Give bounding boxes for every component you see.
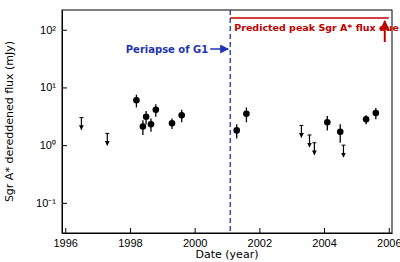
detection-point [337, 129, 344, 136]
annotation-texts: Periapse of G1 Predicted peak Sgr A* flux… [126, 22, 400, 55]
upper-limit-cap [79, 117, 83, 118]
x-tick: 1996 [53, 228, 77, 249]
y-axis-line [62, 11, 63, 234]
x-tick: 2006 [377, 228, 400, 249]
upper-limit-cap [299, 125, 303, 126]
detection-point [373, 110, 380, 117]
detection-point [153, 106, 160, 113]
detection-point [243, 110, 250, 117]
periapse-arrow [210, 48, 228, 50]
y-axis-title: Sgr A* dereddened flux (mJy) [3, 41, 16, 202]
detection-point [363, 116, 370, 123]
y-tick-mark [62, 145, 67, 146]
upper-limit [81, 118, 82, 130]
upper-limit [343, 145, 344, 157]
x-tick-label: 1996 [53, 237, 77, 249]
y-tick: 10² [40, 24, 67, 36]
plot-frame [62, 10, 392, 233]
detection-point [148, 121, 155, 128]
x-tick-label: 1998 [118, 237, 142, 249]
x-tick-label: 2004 [312, 237, 336, 249]
x-tick-mark [65, 228, 66, 233]
predicted-flux-line [230, 17, 389, 19]
detection-point [140, 123, 147, 130]
y-tick-mark [62, 203, 67, 204]
x-tick: 2002 [248, 228, 272, 249]
detection-point [233, 127, 240, 134]
predicted-flux-label: Predicted peak Sgr A* flux due to G1 [234, 22, 400, 33]
plot: 1996 1998 2000 2002 2004 2006 10⁻¹ 10⁰ 10¹ 10² Per… [36, 10, 400, 249]
chart: 1996 1998 2000 2002 2004 2006 10⁻¹ 10⁰ 10¹ 10² Per… [0, 0, 400, 262]
y-tick: 10⁰ [40, 139, 67, 151]
detection-point [324, 119, 331, 126]
y-tick-mark [62, 87, 67, 88]
x-tick-label: 2006 [377, 237, 400, 249]
y-axis: 10⁻¹ 10⁰ 10¹ 10² [36, 11, 67, 234]
marks [79, 10, 388, 233]
x-tick-mark [195, 228, 196, 233]
periapse-line [230, 10, 231, 233]
x-tick-mark [389, 228, 390, 233]
detection-point [143, 113, 150, 120]
x-axis-line [63, 233, 393, 234]
periapse-label: Periapse of G1 [126, 44, 209, 55]
x-axis: 1996 1998 2000 2002 2004 2006 [53, 228, 400, 249]
upper-limit [107, 133, 108, 145]
y-tick-label: 10¹ [40, 81, 56, 93]
y-tick: 10⁻¹ [36, 197, 67, 209]
x-tick-mark [130, 228, 131, 233]
x-tick: 2004 [312, 228, 336, 249]
series-0 [133, 95, 379, 143]
upper-limit-cap [312, 142, 316, 143]
upper-limit-cap [341, 145, 345, 146]
x-tick-label: 2002 [248, 237, 272, 249]
upper-limit-cap [308, 134, 312, 135]
y-tick-label: 10² [40, 24, 56, 36]
detection-point [133, 97, 140, 104]
x-tick-mark [259, 228, 260, 233]
y-tick-label: 10⁻¹ [36, 197, 56, 209]
y-tick-label: 10⁰ [40, 139, 56, 151]
x-axis-title: Date (year) [196, 248, 259, 261]
x-tick: 1998 [118, 228, 142, 249]
x-tick: 2000 [183, 228, 207, 249]
y-tick: 10¹ [40, 81, 67, 93]
x-tick-mark [324, 228, 325, 233]
detection-point [169, 120, 176, 127]
series-1 [79, 118, 345, 158]
upper-limit-cap [105, 133, 109, 134]
y-tick-mark [62, 30, 67, 31]
upper-limit [309, 135, 310, 147]
detection-point [178, 112, 185, 119]
upper-limit [301, 125, 302, 137]
upper-limit [314, 143, 315, 155]
x-tick-label: 2000 [183, 237, 207, 249]
